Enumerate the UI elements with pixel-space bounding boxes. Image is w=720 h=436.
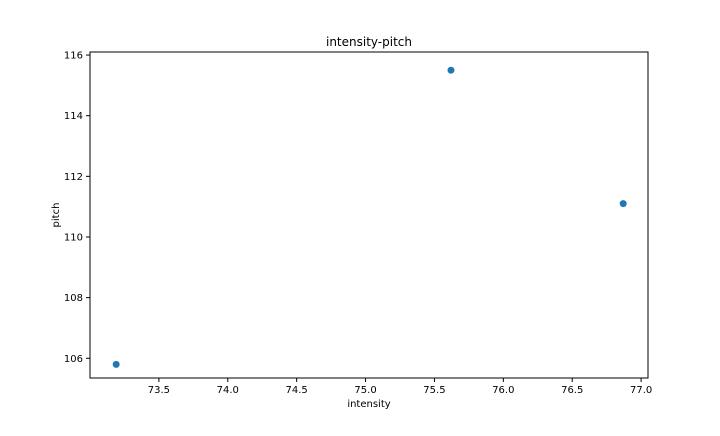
- y-tick-label: 116: [64, 51, 83, 62]
- x-tick-label: 74.5: [286, 385, 308, 396]
- data-point: [619, 200, 627, 208]
- data-points: [112, 66, 627, 368]
- x-tick-label: 77.0: [630, 385, 652, 396]
- plot-area: [89, 51, 649, 379]
- x-tick-label: 76.0: [492, 385, 514, 396]
- y-tick-label: 106: [64, 354, 83, 365]
- data-point: [447, 66, 455, 74]
- x-tick-label: 76.5: [561, 385, 583, 396]
- x-tick-label: 74.0: [217, 385, 239, 396]
- y-tick-label: 114: [64, 111, 83, 122]
- chart-title: intensity-pitch: [326, 35, 412, 49]
- data-point: [112, 360, 120, 368]
- y-tick-label: 112: [64, 172, 83, 183]
- y-tick-label: 110: [64, 232, 83, 243]
- x-axis-label: intensity: [347, 399, 390, 410]
- y-tick-label: 108: [64, 293, 83, 304]
- y-axis-label: pitch: [51, 203, 62, 228]
- x-tick-label: 75.0: [354, 385, 376, 396]
- x-tick-label: 73.5: [148, 385, 170, 396]
- y-axis: 106 108 110 112 114 116: [64, 51, 90, 365]
- x-tick-label: 75.5: [423, 385, 445, 396]
- x-axis: 73.5 74.0 74.5 75.0 75.5 76.0 76.5 77.0: [148, 378, 652, 396]
